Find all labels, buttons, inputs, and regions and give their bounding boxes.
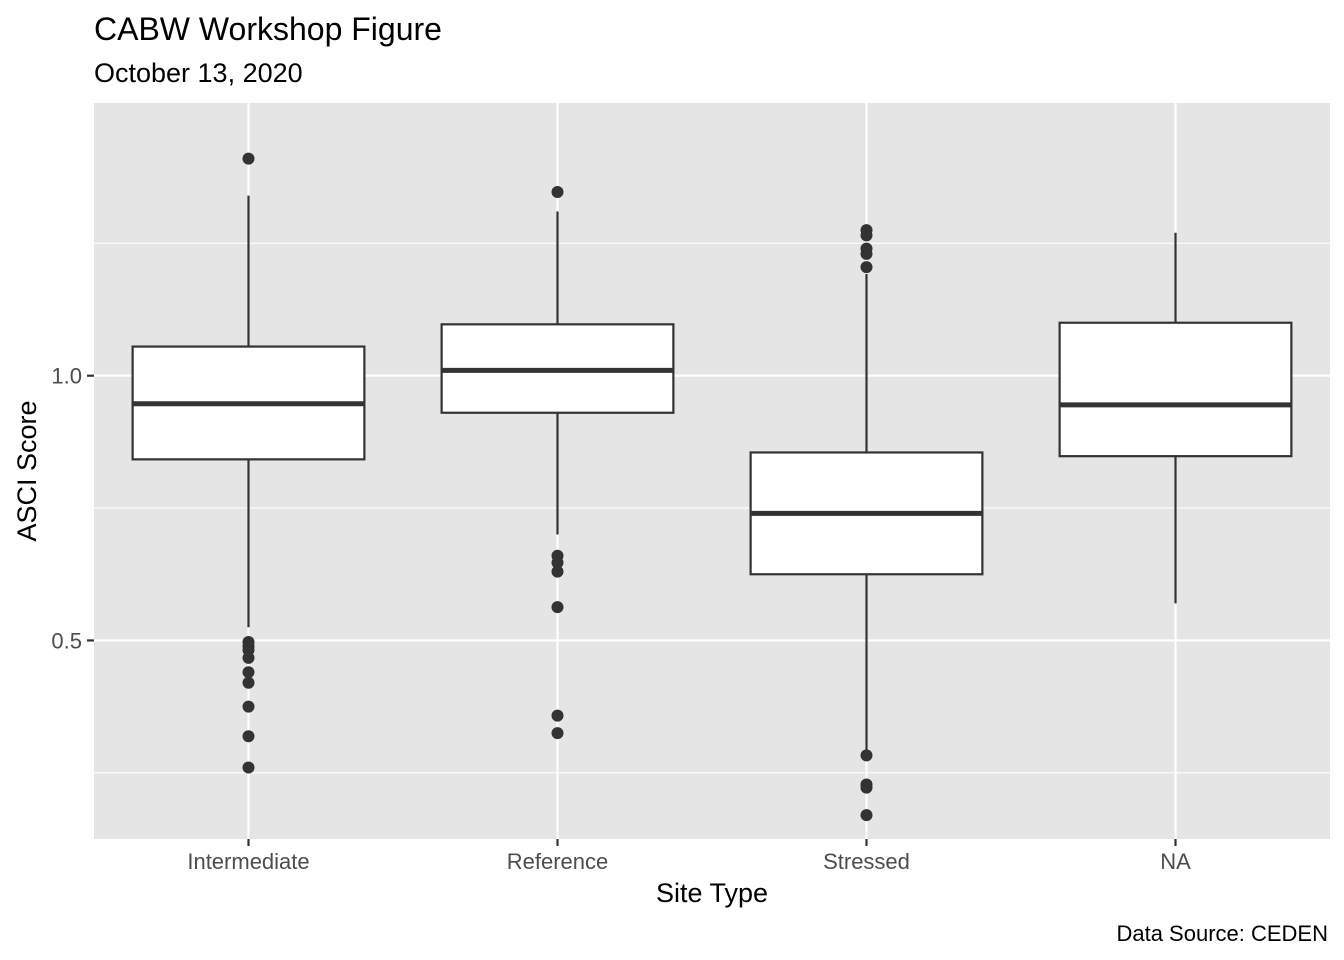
chart-caption: Data Source: CEDEN [1116, 921, 1328, 946]
box-stressed [749, 224, 984, 822]
outlier-point [551, 565, 564, 578]
outlier-point [242, 761, 255, 774]
y-tick-label: 1.0 [51, 364, 82, 389]
outlier-point [551, 185, 564, 198]
iqr-box [1058, 321, 1293, 458]
y-axis-ticks: 0.5 1.0 [51, 364, 94, 653]
outlier-point [551, 709, 564, 722]
chart-title: CABW Workshop Figure [94, 11, 442, 47]
x-tick-label: NA [1160, 849, 1191, 874]
outlier-point [242, 676, 255, 689]
box-intermediate [131, 152, 366, 774]
outlier-point [860, 261, 873, 274]
outlier-point [860, 781, 873, 794]
x-axis-ticks: Intermediate Reference Stressed NA [187, 839, 1191, 874]
outlier-point [242, 700, 255, 713]
outlier-point [860, 749, 873, 762]
box-reference [440, 185, 675, 740]
outlier-point [551, 556, 564, 569]
y-tick-label: 0.5 [51, 628, 82, 653]
outlier-point [242, 730, 255, 743]
chart-subtitle: October 13, 2020 [94, 58, 303, 88]
outlier-point [860, 229, 873, 242]
x-axis-label: Site Type [656, 878, 768, 908]
x-tick-label: Intermediate [187, 849, 309, 874]
outlier-point [860, 247, 873, 260]
y-axis-label: ASCI Score [12, 400, 42, 541]
boxes [131, 152, 1293, 822]
x-tick-label: Reference [507, 849, 609, 874]
plot-panel [94, 103, 1330, 839]
x-tick-label: Stressed [823, 849, 910, 874]
outlier-point [551, 601, 564, 614]
outlier-point [242, 152, 255, 165]
outlier-point [242, 651, 255, 664]
outlier-point [551, 727, 564, 740]
box-na [1058, 232, 1293, 604]
outlier-point [242, 666, 255, 679]
outlier-point [860, 809, 873, 822]
